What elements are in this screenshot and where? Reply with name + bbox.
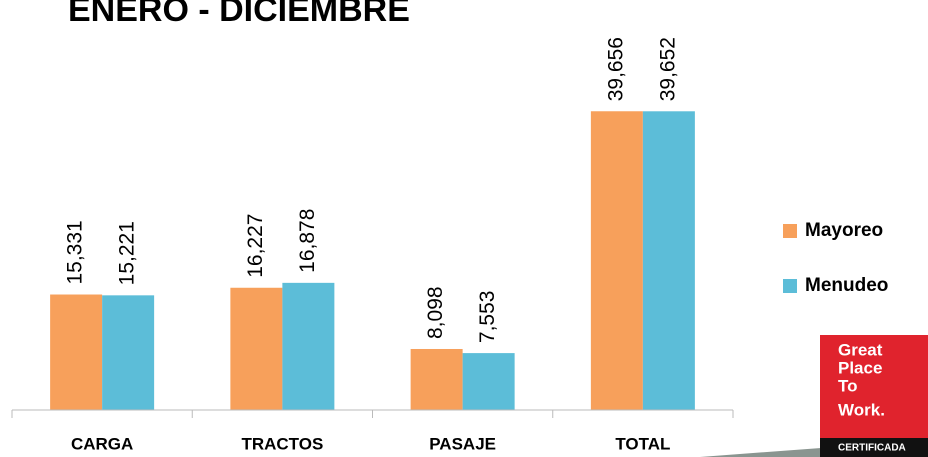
data-label: 39,656	[604, 37, 627, 101]
badge-box	[820, 335, 928, 441]
bar	[50, 294, 103, 410]
data-label: 16,227	[244, 214, 267, 278]
legend-label: Menudeo	[805, 275, 888, 296]
chart-title: ENERO - DICIEMBRE	[68, 0, 410, 29]
legend-swatch	[783, 224, 797, 238]
bar	[410, 348, 463, 410]
badge: Great Place To Work. CERTIFICADA	[820, 335, 928, 457]
badge-text: Place	[838, 358, 882, 377]
badge-certified: CERTIFICADA	[838, 443, 906, 454]
data-label: 15,221	[116, 221, 139, 285]
x-tick-label: CARGA	[71, 434, 133, 453]
data-label: 39,652	[656, 37, 679, 101]
data-label: 15,331	[64, 220, 87, 284]
data-label: 16,878	[296, 209, 319, 273]
data-label: 8,098	[424, 286, 447, 339]
x-tick-label: TOTAL	[615, 434, 670, 453]
badge-text: Work.	[838, 400, 885, 419]
bar	[102, 295, 155, 410]
bar	[462, 353, 515, 410]
data-label: 7,553	[476, 291, 499, 344]
bar	[590, 111, 643, 411]
bar	[282, 282, 335, 410]
bar	[230, 287, 283, 410]
legend-swatch	[783, 279, 797, 293]
bar	[642, 111, 695, 410]
badge-text: Great	[838, 340, 883, 359]
legend-label: Mayoreo	[805, 220, 883, 241]
badge-strip	[820, 438, 928, 457]
x-tick-label: PASAJE	[429, 434, 496, 453]
badge-text: To	[838, 376, 858, 395]
x-tick-label: TRACTOS	[241, 434, 323, 453]
